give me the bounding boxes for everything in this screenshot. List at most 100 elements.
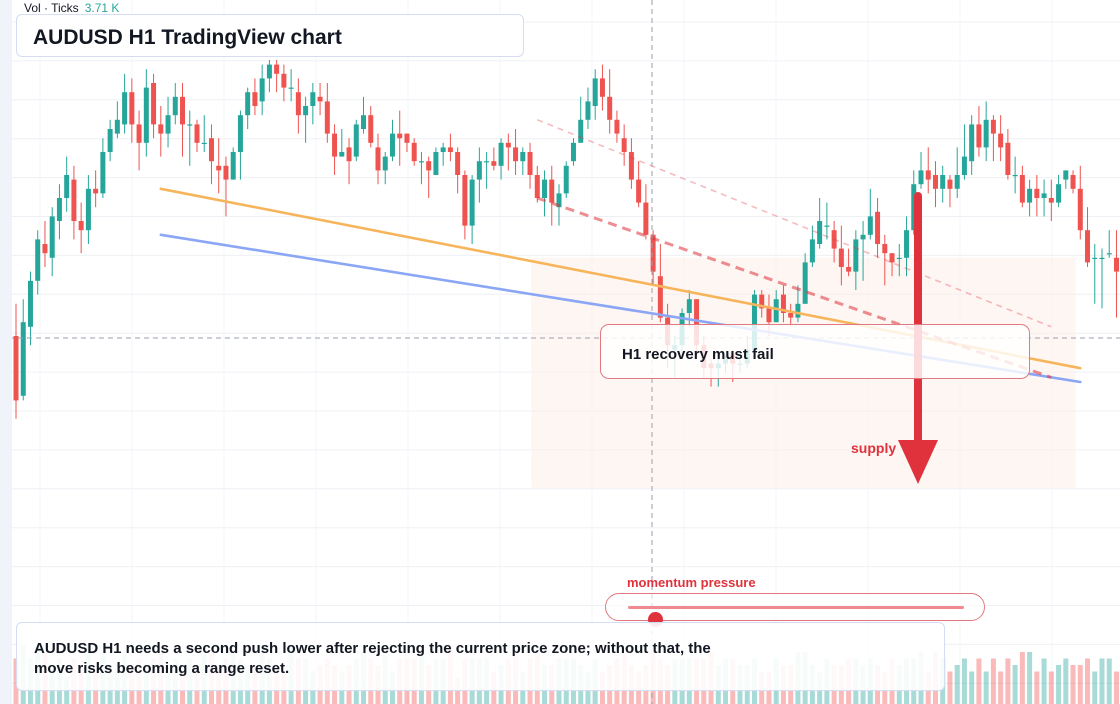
candle-body [542,179,548,198]
candle-body [1063,170,1069,180]
candle-body [614,119,620,134]
volume-bar [947,671,953,704]
candle-body [1019,175,1025,203]
candle-body [505,142,511,148]
candle-body [1048,198,1054,203]
candle-body [71,179,77,221]
volume-bar [1012,665,1018,704]
candle-body [911,184,917,231]
candle-body [621,138,627,152]
candle-body [925,170,931,180]
candle-body [846,267,852,272]
volume-bar [1034,671,1040,704]
candle-body [230,152,236,180]
volume-bar [1085,658,1091,704]
candle-body [324,101,330,134]
candle-body [129,92,135,125]
volume-bar [1056,665,1062,704]
candle-body [520,152,526,162]
candle-body [476,161,482,180]
volume-bar [990,658,996,704]
candle-body [759,294,765,309]
candle-body [143,87,149,143]
candle-body [556,193,562,208]
candle-body [650,234,656,272]
down-arrow-icon [898,440,938,484]
candle-body [534,175,540,198]
volume-bar [455,678,461,704]
candle-body [694,299,700,346]
volume-bar [1048,671,1054,704]
candle-body [49,216,55,258]
candle-body [1056,184,1062,203]
volume-bar [1077,665,1083,704]
candle-body [628,152,634,180]
candle-body [93,188,99,194]
candle-body [1092,257,1098,259]
volume-bar [1113,671,1119,704]
candle-body [918,170,924,185]
candle-body [165,115,171,134]
volume-bar [961,658,967,704]
candle-body [1005,142,1011,175]
candle-body [274,64,280,74]
candle-body [397,133,403,139]
candle-body [245,92,251,116]
candle-body [418,161,424,163]
candle-body [636,179,642,203]
volume-bar [1106,658,1112,704]
volume-bar [1099,658,1105,704]
candle-body [940,175,946,189]
candle-body [288,87,294,89]
candle-body [570,142,576,162]
condition-text: H1 recovery must fail [622,346,774,363]
candle-body [780,294,786,313]
candle-body [194,124,200,143]
candle-body [853,239,859,272]
candle-body [35,239,41,281]
candle-body [462,175,468,226]
candle-body [607,96,613,120]
candle-body [686,299,692,313]
candle-body [295,92,301,116]
candle-body [773,299,779,323]
candle-body [27,280,33,327]
candle-body [208,138,214,162]
candle-body [1085,230,1091,263]
volume-bar [64,678,70,704]
candle-body [491,161,497,166]
candle-body [151,83,157,125]
volume-bar [1070,665,1076,704]
candle-body [889,253,895,263]
candle-body [1106,253,1112,255]
candle-body [578,119,584,143]
volume-bar [998,671,1004,704]
candle-body [643,202,649,235]
candle-body [216,165,222,171]
note-text: AUDUSD H1 needs a second push lower afte… [34,640,711,677]
volume-bar [969,671,975,704]
candle-body [223,165,229,180]
volume-bar [1041,658,1047,704]
candle-body [592,78,598,106]
candle-body [346,147,352,162]
candle-body [64,175,70,198]
candle-body [527,152,533,175]
momentum-meter [605,593,985,627]
candle-body [440,147,446,152]
candle-body [375,147,381,171]
candle-body [795,303,801,318]
candle-body [585,101,591,120]
chart-title: AUDUSD H1 TradingView chart [33,26,342,49]
candle-body [484,161,490,163]
candle-body [201,142,207,144]
volume-bar [1005,658,1011,704]
candle-body [1077,188,1083,231]
candle-body [513,147,519,162]
candle-body [1099,257,1105,259]
candle-body [969,124,975,162]
candle-body [802,262,808,304]
volume-legend-label: Vol · Ticks [24,1,79,15]
candle-body [998,133,1004,148]
